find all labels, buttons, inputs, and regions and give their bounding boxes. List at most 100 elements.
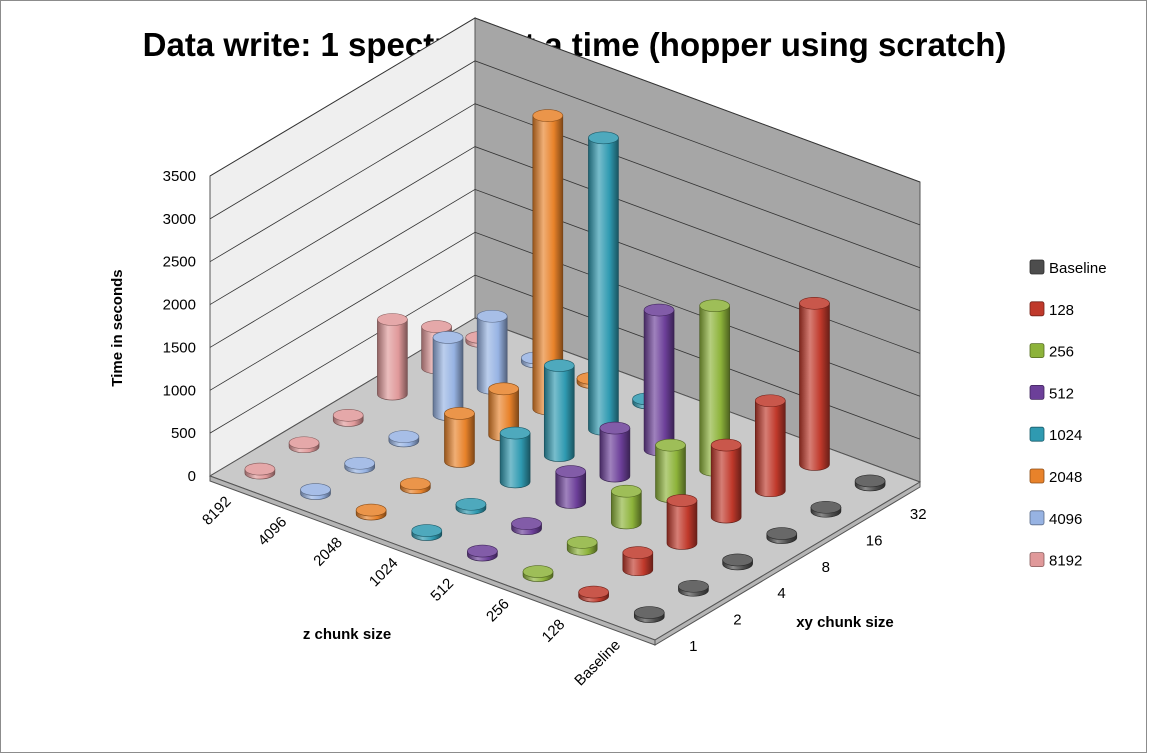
bar bbox=[467, 544, 498, 562]
bar bbox=[522, 565, 554, 582]
bar-top bbox=[332, 408, 364, 422]
legend-item: 512 bbox=[1029, 384, 1074, 402]
y-tick-label: 500 bbox=[171, 425, 196, 442]
bar-top bbox=[355, 503, 387, 517]
bar-top bbox=[444, 407, 475, 420]
legend-swatch bbox=[1029, 552, 1045, 567]
legend-label: 128 bbox=[1049, 302, 1074, 319]
legend-label: 512 bbox=[1049, 385, 1074, 402]
bar-top bbox=[566, 536, 598, 549]
gridline bbox=[209, 17, 921, 183]
bar bbox=[622, 546, 654, 577]
bar-body bbox=[643, 309, 675, 457]
bar-top bbox=[476, 309, 508, 323]
bar bbox=[699, 299, 730, 477]
y-axis-label: Time in seconds bbox=[109, 269, 126, 386]
xy-tick-label: 32 bbox=[910, 506, 927, 523]
xy-tick-label: 4 bbox=[777, 585, 785, 602]
bar-top bbox=[633, 606, 665, 619]
legend-item: 2048 bbox=[1029, 468, 1082, 486]
bars-layer bbox=[244, 109, 886, 623]
bar-top bbox=[699, 299, 730, 312]
legend-item: 1024 bbox=[1029, 426, 1082, 444]
y-tick-label: 2000 bbox=[163, 297, 196, 314]
bar bbox=[599, 421, 631, 483]
bar-body bbox=[543, 365, 575, 462]
xy-tick-label: 16 bbox=[866, 533, 883, 550]
legend-label: 256 bbox=[1049, 344, 1074, 361]
bar bbox=[377, 313, 408, 401]
bar-top bbox=[854, 474, 886, 488]
bar-top bbox=[666, 494, 698, 507]
y-tick-label: 1000 bbox=[163, 382, 196, 399]
bar bbox=[678, 579, 709, 597]
legend-item: 128 bbox=[1029, 301, 1074, 319]
bar-top bbox=[522, 565, 554, 578]
legend-label: 2048 bbox=[1049, 469, 1082, 486]
bar bbox=[476, 309, 508, 395]
bar-body bbox=[611, 490, 642, 530]
bar bbox=[588, 131, 619, 436]
bar-top bbox=[244, 462, 276, 476]
bar bbox=[411, 524, 443, 541]
bar-top bbox=[388, 430, 420, 443]
bar bbox=[854, 474, 886, 492]
bar-top bbox=[722, 553, 753, 567]
legend: Baseline 128 256 512 1024 2048 4096 8192 bbox=[1029, 259, 1107, 570]
bar-top bbox=[377, 313, 408, 326]
bar-top bbox=[532, 109, 564, 122]
gridline bbox=[209, 188, 921, 354]
bar bbox=[755, 394, 786, 498]
legend-swatch bbox=[1029, 343, 1045, 359]
bar-top bbox=[599, 421, 631, 435]
bar bbox=[566, 536, 598, 556]
bar-top bbox=[643, 303, 675, 317]
xy-tick-label: 1 bbox=[689, 638, 697, 655]
bar-top bbox=[455, 497, 487, 511]
bar-top bbox=[400, 477, 431, 491]
bar-top bbox=[421, 320, 452, 333]
bar bbox=[555, 465, 587, 509]
z-tick-label: 4096 bbox=[255, 514, 291, 550]
legend-label: Baseline bbox=[1049, 260, 1107, 277]
bar-body bbox=[377, 319, 408, 401]
bar bbox=[444, 407, 475, 468]
y-axis-ticks: 0 500 1000 1500 2000 2500 3000 3500 bbox=[163, 168, 196, 485]
bar-body bbox=[499, 432, 531, 489]
bar bbox=[344, 456, 375, 474]
bar bbox=[332, 408, 364, 427]
bar-body bbox=[588, 137, 619, 436]
bar bbox=[400, 477, 431, 495]
bar bbox=[611, 484, 642, 530]
bar bbox=[799, 296, 830, 471]
bar-top bbox=[588, 131, 619, 145]
bar-body bbox=[755, 400, 786, 498]
legend-item: Baseline bbox=[1029, 259, 1107, 277]
gridline bbox=[209, 103, 921, 269]
y-tick-label: 0 bbox=[188, 468, 196, 485]
bar-top bbox=[710, 438, 742, 452]
bar bbox=[710, 438, 742, 524]
gridline bbox=[209, 146, 921, 311]
xy-tick-label: 2 bbox=[733, 612, 741, 629]
bar-body bbox=[555, 471, 587, 509]
z-axis-label: z chunk size bbox=[303, 626, 391, 643]
bar-top bbox=[432, 331, 464, 344]
bar bbox=[355, 503, 387, 521]
z-tick-label: 2048 bbox=[310, 534, 346, 570]
bar bbox=[455, 497, 487, 515]
z-tick-label: 128 bbox=[539, 616, 569, 646]
z-tick-label: 512 bbox=[427, 575, 457, 605]
bar-top bbox=[543, 359, 575, 372]
bar-body bbox=[666, 500, 698, 550]
bar bbox=[300, 483, 331, 500]
bar-body bbox=[710, 444, 742, 524]
bar-body bbox=[799, 302, 830, 471]
bar-body bbox=[444, 413, 475, 468]
z-tick-label: 8192 bbox=[199, 493, 235, 529]
bar-top bbox=[499, 426, 531, 440]
bar bbox=[633, 606, 665, 623]
bar-top bbox=[288, 436, 320, 450]
floor-edge-right bbox=[654, 481, 921, 646]
